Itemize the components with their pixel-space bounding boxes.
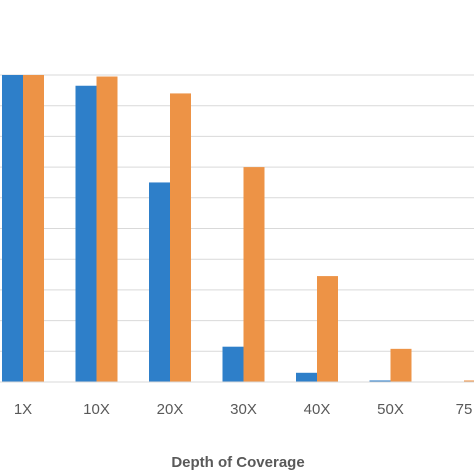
x-axis-title: Depth of Coverage [171,454,304,471]
bar-20x-series-2 [170,93,191,383]
x-tick-labels: 1X 10X 20X 30X 40X 50X 75 [14,401,473,418]
x-tick-label: 50X [377,401,404,418]
bar-50x-series-2 [390,348,412,382]
bar-30x-series-2 [243,167,265,382]
bar-40x-series-2 [317,276,338,382]
gridlines [0,74,474,352]
x-tick-label: 1X [14,401,32,418]
bar-40x-series-1 [296,372,317,382]
x-tick-label: 10X [83,401,110,418]
bar-1x-series-1 [2,75,23,382]
bar-10x-series-1 [75,85,97,383]
x-tick-label: 75 [456,401,473,418]
x-tick-label: 40X [304,401,331,418]
bars [2,75,474,383]
bar-20x-series-1 [149,182,170,382]
bar-10x-series-2 [96,76,118,382]
bar-75-series-2 [464,380,474,382]
x-tick-label: 30X [230,401,257,418]
x-tick-label: 20X [157,401,184,418]
bar-50x-series-1 [369,380,391,382]
bar-1x-series-2 [23,75,44,382]
bar-30x-series-1 [222,346,244,382]
